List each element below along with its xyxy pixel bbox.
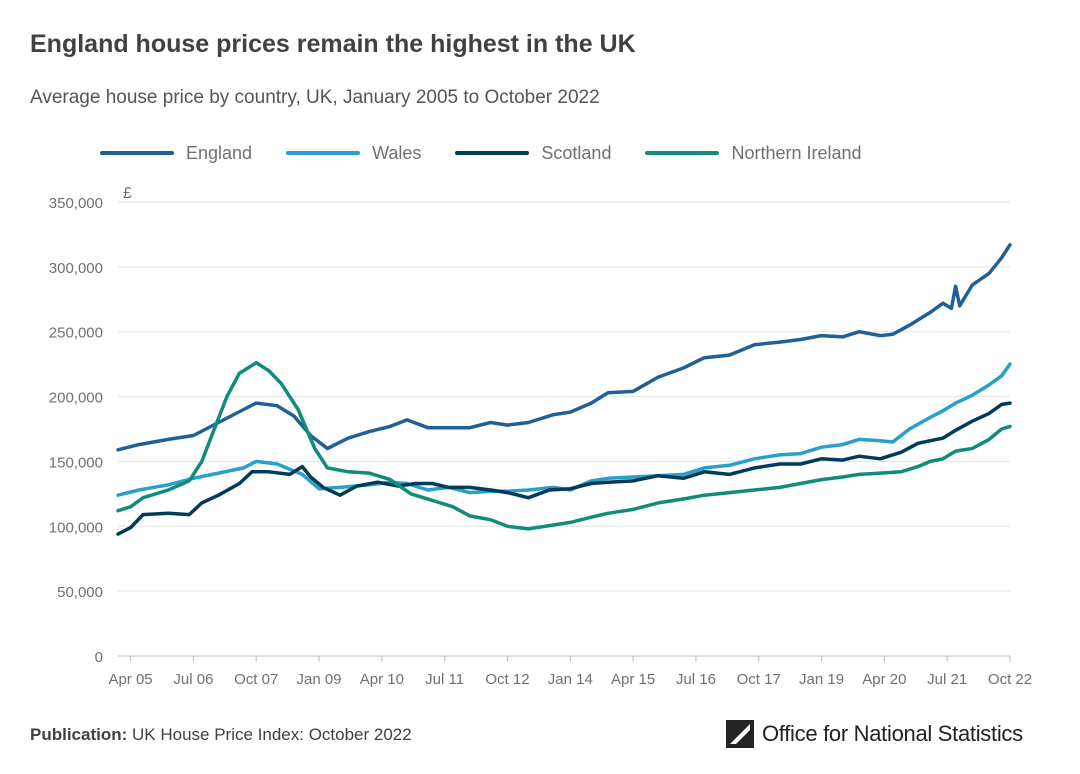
legend-item-northern-ireland[interactable]: Northern Ireland bbox=[645, 142, 862, 164]
legend-swatch bbox=[645, 151, 720, 155]
x-tick-label: Jul 21 bbox=[927, 671, 967, 688]
legend-swatch bbox=[286, 151, 361, 155]
legend-label: England bbox=[186, 142, 253, 163]
y-axis-label: £ bbox=[123, 185, 132, 202]
ons-logo[interactable]: Office for National Statistics bbox=[726, 719, 1023, 749]
x-tick-label: Apr 05 bbox=[108, 671, 152, 688]
y-tick-label: 300,000 bbox=[49, 260, 103, 277]
y-tick-label: 0 bbox=[95, 649, 103, 666]
publication-text: UK House Price Index: October 2022 bbox=[127, 725, 412, 744]
x-tick-label: Apr 15 bbox=[611, 671, 655, 688]
y-tick-label: 200,000 bbox=[49, 390, 103, 407]
series-line-scotland bbox=[116, 401, 1012, 536]
x-tick-label: Jul 16 bbox=[676, 671, 716, 688]
series-line-northern-ireland bbox=[116, 361, 1012, 531]
chart-legend: England Wales Scotland Northern Ireland bbox=[100, 141, 896, 165]
legend-label: Northern Ireland bbox=[731, 142, 862, 163]
y-tick-label: 150,000 bbox=[49, 454, 103, 471]
x-tick-label: Jul 06 bbox=[173, 671, 213, 688]
x-tick-label: Oct 07 bbox=[234, 671, 278, 688]
publication-label: Publication: bbox=[30, 725, 128, 744]
x-tick-label: Jan 19 bbox=[799, 671, 844, 688]
x-tick-label: Oct 22 bbox=[988, 671, 1032, 688]
legend-item-wales[interactable]: Wales bbox=[286, 143, 421, 164]
y-tick-label: 100,000 bbox=[49, 519, 103, 536]
x-tick-label: Apr 20 bbox=[862, 671, 906, 688]
legend-item-england[interactable]: England bbox=[100, 143, 252, 164]
legend-item-scotland[interactable]: Scotland bbox=[455, 143, 611, 164]
chart-subtitle: Average house price by country, UK, Janu… bbox=[30, 87, 600, 108]
y-tick-label: 350,000 bbox=[49, 195, 103, 212]
x-tick-label: Jan 09 bbox=[296, 671, 341, 688]
series-line-wales bbox=[116, 362, 1012, 497]
x-tick-label: Oct 17 bbox=[737, 671, 781, 688]
y-tick-label: 250,000 bbox=[49, 325, 103, 342]
ons-logo-text: Office for National Statistics bbox=[762, 721, 1023, 746]
ons-logo-icon bbox=[726, 720, 754, 748]
publication-footer: Publication: UK House Price Index: Octob… bbox=[30, 725, 412, 745]
chart-title: England house prices remain the highest … bbox=[30, 30, 636, 58]
legend-swatch bbox=[455, 151, 530, 155]
x-tick-label: Oct 12 bbox=[485, 671, 529, 688]
x-tick-label: Apr 10 bbox=[360, 671, 404, 688]
legend-label: Wales bbox=[372, 142, 422, 163]
legend-swatch bbox=[100, 151, 174, 155]
legend-label: Scotland bbox=[541, 142, 612, 163]
y-tick-label: 50,000 bbox=[57, 584, 103, 601]
x-tick-label: Jan 14 bbox=[548, 671, 593, 688]
series-line-england bbox=[116, 243, 1012, 452]
line-chart: 0 50,000 100,000 150,000 200,000 250,000 300,0… bbox=[49, 185, 1032, 688]
x-tick-label: Jul 11 bbox=[425, 671, 464, 688]
